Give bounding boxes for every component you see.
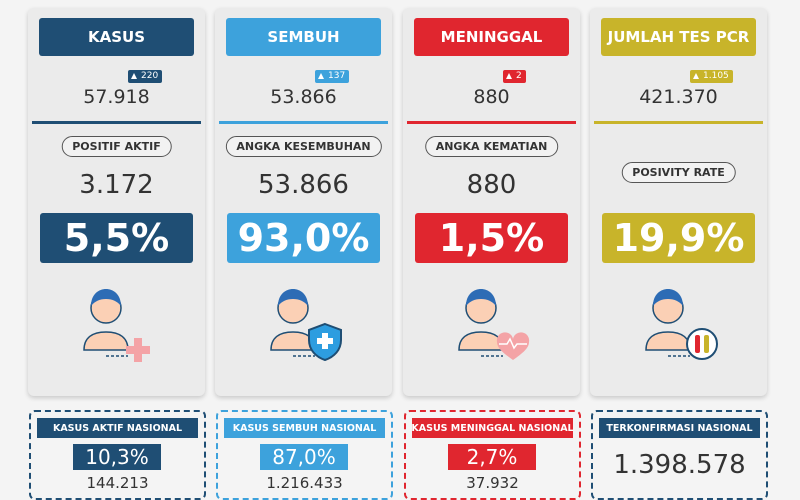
total-value: 53.866 xyxy=(270,86,337,108)
national-count: 1.398.578 xyxy=(613,450,746,480)
total-value: 421.370 xyxy=(639,86,718,108)
person-illustration xyxy=(83,289,150,362)
card-header: MENINGGAL xyxy=(414,18,569,56)
stat-card: JUMLAH TES PCR 1.105 421.370 POSIVITY RATE 1… xyxy=(590,8,767,396)
card-header: JUMLAH TES PCR xyxy=(601,18,756,56)
national-label: KASUS AKTIF NASIONAL xyxy=(37,418,198,438)
metric-label: POSITIF AKTIF xyxy=(61,136,172,157)
metric-label: POSIVITY RATE xyxy=(621,162,736,183)
increment-badge: 220 xyxy=(128,70,163,83)
national-count: 1.216.433 xyxy=(266,474,343,492)
national-count: 37.932 xyxy=(466,474,519,492)
increment-badge: 1.105 xyxy=(690,70,733,83)
national-percent: 87,0% xyxy=(260,444,348,470)
person-icon xyxy=(263,278,353,372)
increment-badge: 2 xyxy=(503,70,526,83)
metric-count: 53.866 xyxy=(258,170,349,200)
metric-count: 3.172 xyxy=(79,170,154,200)
total-value: 57.918 xyxy=(83,86,150,108)
card-header: SEMBUH xyxy=(226,18,381,56)
metric-percent: 1,5% xyxy=(415,213,568,263)
national-percent: 2,7% xyxy=(448,444,536,470)
national-label: KASUS MENINGGAL NASIONAL xyxy=(411,418,574,438)
card-header: KASUS xyxy=(39,18,194,56)
national-label: KASUS SEMBUH NASIONAL xyxy=(224,418,385,438)
person-icon xyxy=(451,278,541,372)
metric-percent: 93,0% xyxy=(227,213,380,263)
stat-card: KASUS 220 57.918 POSITIF AKTIF 3.172 5,5% xyxy=(28,8,205,396)
person-icon xyxy=(638,278,728,372)
person-icon xyxy=(76,278,166,372)
total-value: 880 xyxy=(473,86,510,108)
stat-card: MENINGGAL 2 880 ANGKA KEMATIAN 880 1,5% xyxy=(403,8,580,396)
national-box: KASUS MENINGGAL NASIONAL 2,7% 37.932 xyxy=(404,410,581,500)
metric-count: 880 xyxy=(466,170,517,200)
national-box: KASUS SEMBUH NASIONAL 87,0% 1.216.433 xyxy=(216,410,393,500)
metric-label: ANGKA KEMATIAN xyxy=(424,136,559,157)
person-illustration xyxy=(270,289,342,362)
increment-badge: 137 xyxy=(315,70,350,83)
national-box: TERKONFIRMASI NASIONAL 1.398.578 xyxy=(591,410,768,500)
national-box: KASUS AKTIF NASIONAL 10,3% 144.213 xyxy=(29,410,206,500)
divider xyxy=(407,121,576,124)
person-illustration xyxy=(458,289,530,360)
national-label: TERKONFIRMASI NASIONAL xyxy=(599,418,760,438)
divider xyxy=(219,121,388,124)
national-count: 144.213 xyxy=(86,474,149,492)
metric-percent: 5,5% xyxy=(40,213,193,263)
divider xyxy=(594,121,763,124)
metric-label: ANGKA KESEMBUHAN xyxy=(225,136,382,157)
metric-percent: 19,9% xyxy=(602,213,755,263)
person-illustration xyxy=(645,289,718,360)
national-percent: 10,3% xyxy=(73,444,161,470)
divider xyxy=(32,121,201,124)
stat-card: SEMBUH 137 53.866 ANGKA KESEMBUHAN 53.866 93,… xyxy=(215,8,392,396)
